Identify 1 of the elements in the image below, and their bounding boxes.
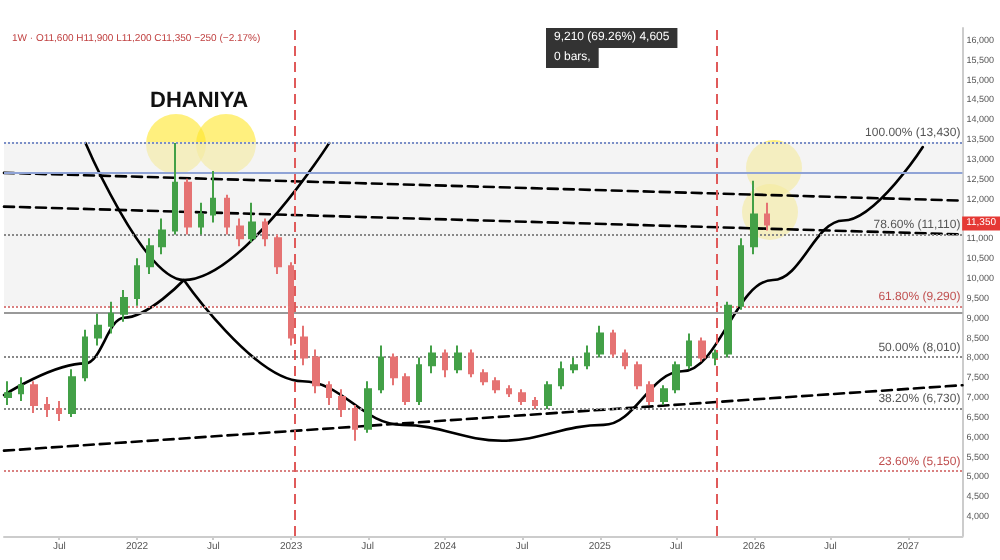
- text: DHANIYA: [150, 89, 249, 113]
